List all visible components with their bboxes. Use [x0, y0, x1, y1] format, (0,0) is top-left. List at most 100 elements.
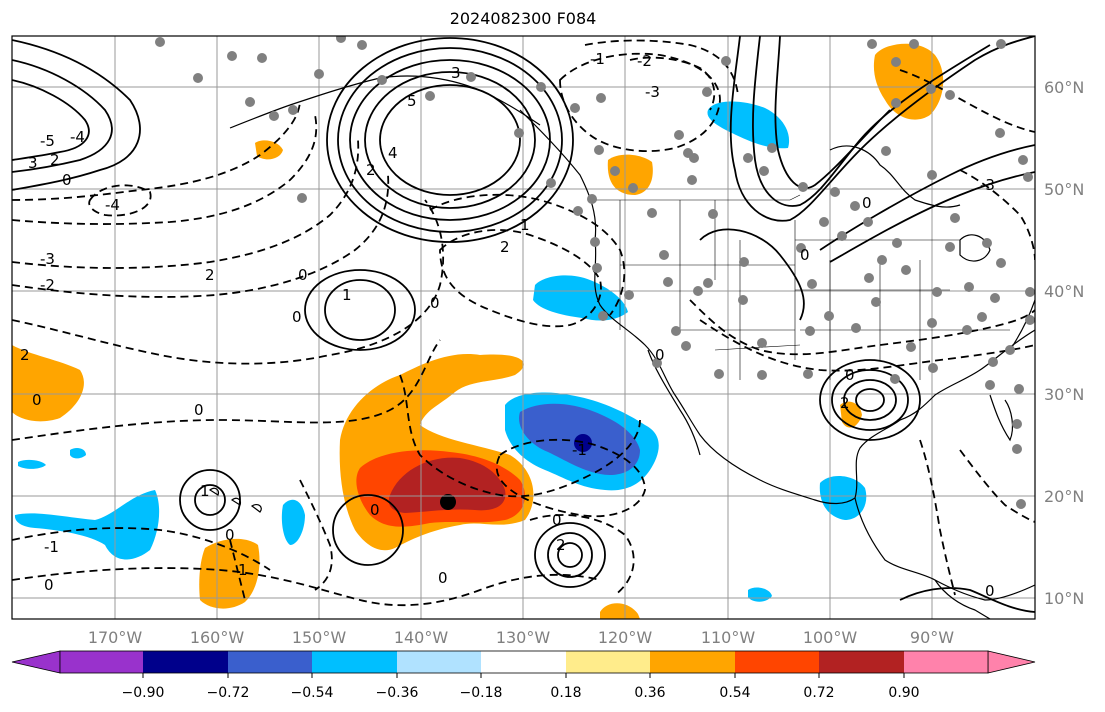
colorbar-tick-label: −0.90 — [122, 685, 165, 701]
colorbar-segment — [566, 651, 650, 673]
alaska-peninsula — [229, 104, 291, 129]
contour-label: 0 — [62, 171, 72, 189]
lat-label-20n: 20°N — [1044, 487, 1084, 506]
contour-label: 0 — [845, 366, 855, 384]
contour-label: -5 — [40, 132, 55, 150]
contour-label: 5 — [407, 92, 417, 110]
negative-anomaly-tiny — [18, 459, 46, 469]
contour-label: 0 — [985, 582, 995, 600]
contour-label: 0 — [552, 511, 562, 529]
colorbar-segment — [312, 651, 397, 673]
contour-label: 0 — [194, 401, 204, 419]
positive-anomaly-small-2 — [607, 154, 653, 195]
contour-label: -1 — [590, 50, 605, 68]
contour-label: 0 — [225, 526, 235, 544]
colorbar-tick-label: −0.18 — [460, 685, 503, 701]
contour-label: 3 — [28, 154, 38, 172]
colorbar-segment — [397, 651, 481, 673]
contour-label: -4 — [105, 196, 120, 214]
positive-contours — [12, 36, 1035, 613]
colorbar-segment — [904, 651, 988, 673]
contour-label: -3 — [645, 83, 660, 101]
gulf-coast-mexico — [854, 497, 1035, 601]
colorbar-segment — [735, 651, 819, 673]
contour-label: 0 — [292, 308, 302, 326]
contour-label: -2 — [637, 52, 652, 70]
contour-label: 1 — [200, 482, 210, 500]
lon-label: 120°W — [598, 628, 653, 647]
contour-label: 2 — [556, 536, 566, 554]
contour-label: 2 — [50, 151, 60, 169]
colorbar-segment — [481, 651, 566, 673]
colorbar-segment — [143, 651, 228, 673]
lat-label-40n: 40°N — [1044, 282, 1084, 301]
contour-label: -3 — [40, 250, 55, 268]
lon-label: 170°W — [88, 628, 143, 647]
colorbar-segment — [819, 651, 904, 673]
colorbar-extend-max — [987, 650, 1036, 674]
positive-anomaly-bottom — [600, 603, 640, 619]
contour-label: 0 — [655, 346, 665, 364]
contour-label: 0 — [800, 246, 810, 264]
lon-label: 90°W — [910, 628, 954, 647]
lon-label: 130°W — [496, 628, 551, 647]
central-america — [934, 579, 991, 619]
lat-label-60n: 60°N — [1044, 78, 1084, 97]
station-markers — [155, 36, 1035, 509]
colorbar-tick-label: 0.36 — [634, 685, 665, 701]
colorbar: −0.90 −0.72 −0.54 −0.36 −0.18 0.18 0.36 0.54 0.7… — [11, 650, 1036, 701]
colorbar-segment — [650, 651, 735, 673]
colorbar-tick-label: 0.18 — [550, 685, 581, 701]
contour-label: 0 — [298, 266, 308, 284]
contour-label: 0 — [44, 576, 54, 594]
colorbar-tick-label: −0.72 — [207, 685, 250, 701]
negative-anomaly-west — [14, 490, 160, 560]
lat-label-30n: 30°N — [1044, 385, 1084, 404]
contour-label: 1 — [238, 561, 248, 579]
max-marker — [440, 494, 456, 510]
colorbar-tick-label: 0.54 — [719, 685, 750, 701]
negative-anomaly-coast — [533, 275, 628, 321]
graticule — [12, 36, 1035, 619]
negative-contours — [12, 39, 1035, 607]
colorbar-segment — [60, 651, 143, 673]
contour-label: 0 — [430, 294, 440, 312]
map-frame — [11, 35, 1036, 620]
negative-anomaly-gulf — [819, 475, 867, 520]
negative-anomaly-tiny-2 — [70, 447, 86, 459]
contour-label: 2 — [500, 238, 510, 256]
lon-label: 140°W — [394, 628, 449, 647]
colorbar-tick-label: 0.90 — [888, 685, 919, 701]
contour-label: 3 — [451, 64, 461, 82]
contour-label: 0 — [862, 194, 872, 212]
colorbar-frame — [59, 650, 989, 674]
contour-label: 0 — [438, 569, 448, 587]
negative-anomaly-core — [574, 434, 592, 452]
contour-label: -1 — [44, 538, 59, 556]
lat-label-50n: 50°N — [1044, 180, 1084, 199]
colorbar-tick-label: −0.36 — [376, 685, 419, 701]
negative-anomaly-small — [281, 499, 305, 545]
contour-label: 1 — [342, 286, 352, 304]
alaska-coast — [289, 75, 541, 126]
colorbar-extend-min — [11, 650, 61, 674]
map-title: 2024082300 F084 — [449, 9, 597, 28]
contour-label: 4 — [388, 144, 398, 162]
colorbar-segment — [228, 651, 312, 673]
contour-label: 2 — [205, 266, 215, 284]
contour-label: 2 — [366, 161, 376, 179]
contour-label: 2 — [840, 394, 850, 412]
contour-labels: 3 5 4 2 1 0 0 0 0 -3 -2 1 -1 0 0 0 0 2 -… — [20, 50, 995, 600]
colorbar-tick-label: −0.54 — [291, 685, 334, 701]
longitude-labels: 170°W 160°W 150°W 140°W 130°W 120°W 110°… — [88, 628, 954, 647]
positive-anomaly-small-1 — [255, 140, 283, 160]
max-positive-anomaly-region — [388, 457, 506, 513]
contour-label: 2 — [20, 346, 30, 364]
lon-label: 160°W — [190, 628, 245, 647]
lat-label-10n: 10°N — [1044, 589, 1084, 608]
contour-label: -1 — [572, 441, 587, 459]
great-lakes — [959, 234, 991, 262]
lon-label: 150°W — [292, 628, 347, 647]
lon-label: 100°W — [803, 628, 858, 647]
